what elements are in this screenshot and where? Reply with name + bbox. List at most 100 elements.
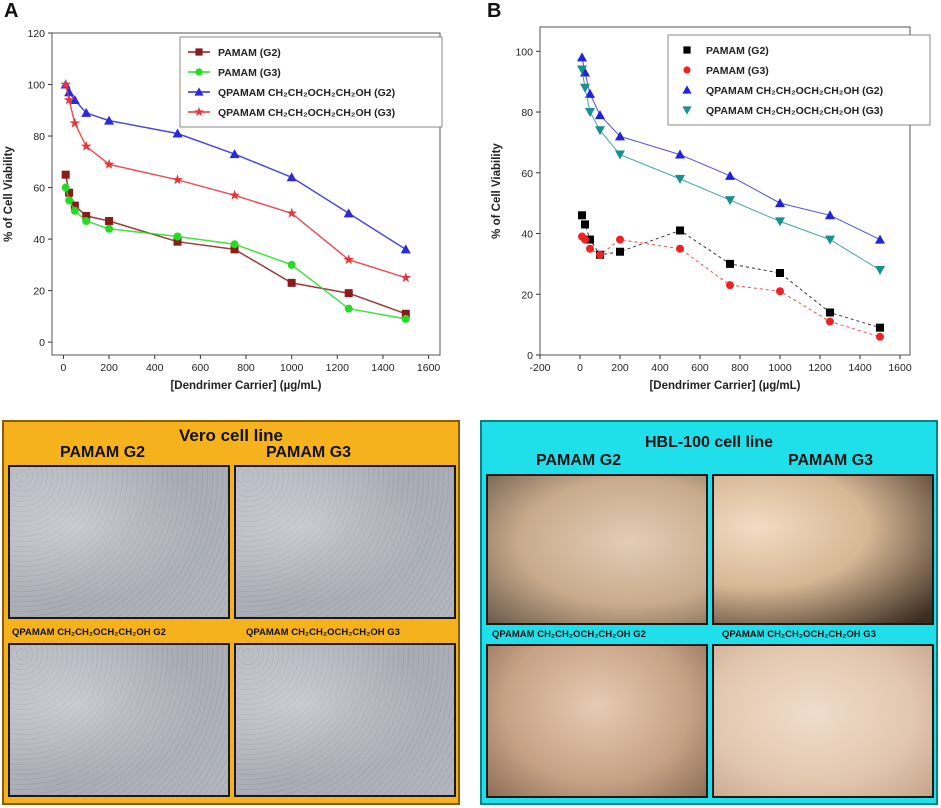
chart-b-ytick-label-1: 20 <box>521 289 533 301</box>
chart-b-series-3-point-2 <box>585 108 595 118</box>
vero-label-qpamam-g3: QPAMAM CH₂CH₂OCH₂CH₂OH G3 <box>246 627 400 638</box>
chart-b-xtick-label-4: 600 <box>691 362 709 374</box>
chart-b-series-1-point-9 <box>876 332 884 341</box>
chart-a-series-0-point-4 <box>105 217 114 226</box>
chart-b-series-2-point-6 <box>725 170 735 180</box>
chart-b-xtick-label-5: 800 <box>731 362 749 374</box>
vero-micrograph-qpamam-g3 <box>234 643 456 797</box>
chart-a-series-1-point-2 <box>70 206 79 215</box>
chart-b-series-0 <box>578 211 884 332</box>
chart-b-series-3-point-4 <box>615 150 625 160</box>
chart-b-xtick-label-3: 400 <box>651 362 669 374</box>
chart-a-series-3-point-9 <box>400 272 411 283</box>
chart-a-xtick-label-2: 400 <box>146 362 164 374</box>
chart-b-series-0-point-7 <box>776 269 784 277</box>
vero-micrograph-qpamam-g2 <box>8 643 230 797</box>
chart-b-series-0-point-2 <box>586 235 594 244</box>
chart-b-legend-box <box>667 34 931 126</box>
chart-b-series-3 <box>577 65 885 275</box>
chart-a-ytick-label-0: 0 <box>39 337 45 349</box>
chart-b-series-1-point-8 <box>826 317 834 326</box>
vero-label-qpamam-g2: QPAMAM CH₂CH₂OCH₂CH₂OH G2 <box>12 627 166 638</box>
chart-a-series-3 <box>60 79 411 283</box>
chart-b-series-2-point-7 <box>775 198 785 208</box>
chart-a-series-3-point-5 <box>172 174 183 185</box>
chart-b-legend-label-3: QPAMAM CH₂CH₂OCH₂CH₂OH (G3) <box>706 105 883 117</box>
chart-a-series-2-point-5 <box>172 128 183 138</box>
chart-b-series-1-point-7 <box>776 287 784 296</box>
chart-a-xtick-label-4: 800 <box>237 362 255 374</box>
hbl-micrograph-qpamam-g3 <box>712 644 934 798</box>
chart-b-series-1 <box>578 232 884 341</box>
chart-a-series-2-point-1 <box>64 87 75 97</box>
chart-b-ytick-label-5: 100 <box>515 46 533 58</box>
chart-a-xtick-label-7: 1400 <box>371 362 395 374</box>
chart-a-ytick-label-5: 100 <box>27 80 45 92</box>
hbl-label-qpamam-g2: QPAMAM CH₂CH₂OCH₂CH₂OH G2 <box>492 629 646 640</box>
chart-a-legend-marker-0 <box>195 48 203 56</box>
chart-a-series-1-point-4 <box>105 224 114 233</box>
chart-b: -200 0 200 400 600 800 1000 1200 1400 16000204060… <box>491 26 931 392</box>
panel-b-letter: B <box>487 0 502 22</box>
chart-a-legend-marker-2 <box>194 87 204 96</box>
panel-a-letter: A <box>4 0 19 22</box>
chart-b-ytick-label-0: 0 <box>527 350 533 362</box>
chart-a-legend: PAMAM (G2) PAMAM (G3) QPAMAM CH₂CH₂OCH₂CH₂… <box>179 36 443 128</box>
chart-a-series-2-point-3 <box>81 107 92 117</box>
chart-a-legend-label-2: QPAMAM CH₂CH₂OCH₂CH₂OH (G2) <box>218 87 395 99</box>
chart-a-series-3-point-1 <box>63 94 75 105</box>
chart-a-series-3-point-7 <box>286 207 297 218</box>
chart-b-xtick-label-8: 1400 <box>848 362 872 374</box>
chart-a-ytick-label-3: 60 <box>33 183 45 195</box>
chart-b-series-2-point-9 <box>875 234 885 244</box>
chart-a-xtick-label-6: 1200 <box>326 362 350 374</box>
chart-b-legend-marker-1 <box>683 66 691 74</box>
chart-b-xtick-label-1: 0 <box>577 362 583 374</box>
chart-b-series-1-point-5 <box>676 244 684 253</box>
chart-b-series-1-point-6 <box>726 281 734 290</box>
chart-a-series-2-point-8 <box>343 208 354 218</box>
chart-b-ylabel: % of Cell Viability <box>491 143 503 239</box>
chart-b-ytick-label-2: 40 <box>521 229 533 241</box>
hbl-col-left: PAMAM G2 <box>536 452 622 469</box>
chart-b-legend-label-1: PAMAM (G3) <box>706 65 769 77</box>
chart-a-legend-marker-3 <box>194 106 204 117</box>
chart-b-series-0-line <box>581 215 881 329</box>
chart-b-series-3-point-0 <box>577 65 587 75</box>
chart-a-series-3-point-2 <box>69 117 81 128</box>
hbl-title: HBL-100 cell line <box>644 434 774 451</box>
chart-a-series-0-point-6 <box>230 245 239 254</box>
chart-b-legend: PAMAM (G2) PAMAM (G3) QPAMAM CH₂CH₂OCH₂CH₂… <box>667 34 931 126</box>
chart-a-series-0-point-8 <box>344 289 353 298</box>
chart-b-series-0-point-0 <box>578 211 586 220</box>
chart-a-series-2-point-7 <box>286 172 297 182</box>
chart-a-series-1-point-8 <box>344 304 353 313</box>
chart-b-xtick-label-9: 1600 <box>888 362 912 374</box>
chart-a-legend-label-3: QPAMAM CH₂CH₂OCH₂CH₂OH (G3) <box>218 107 395 119</box>
chart-b-series-3-point-1 <box>580 83 590 93</box>
chart-b-xtick-label-6: 1000 <box>768 362 792 374</box>
chart-a-series-1-line <box>64 187 406 320</box>
chart-a-series-1-point-5 <box>173 232 182 241</box>
chart-a-xtick-label-5: 1000 <box>280 362 304 374</box>
chart-a-series-1-point-1 <box>65 196 74 205</box>
chart-a: 0 200 400 600 800 1000 1200 1400 1600 0 20 40 60 80 10… <box>3 28 443 392</box>
chart-a-series-2-point-9 <box>400 244 411 254</box>
chart-b-series-2-line <box>581 57 881 241</box>
vero-col-right: PAMAM G3 <box>266 444 352 461</box>
chart-a-series-1-point-0 <box>61 183 70 192</box>
hbl-label-qpamam-g3: QPAMAM CH₂CH₂OCH₂CH₂OH G3 <box>722 629 876 640</box>
chart-a-series-1-point-9 <box>401 314 410 323</box>
chart-b-series-1-point-1 <box>581 235 589 244</box>
chart-b-series-3-point-6 <box>725 196 735 206</box>
chart-b-series-2-point-0 <box>577 52 587 62</box>
chart-b-xtick-label-2: 200 <box>611 362 629 374</box>
chart-b-ytick-label-4: 80 <box>521 107 533 119</box>
chart-b-legend-label-2: QPAMAM CH₂CH₂OCH₂CH₂OH (G2) <box>706 85 883 97</box>
chart-a-ytick-label-6: 120 <box>27 28 45 40</box>
vero-col-left: PAMAM G2 <box>60 444 146 461</box>
chart-a-series-2-point-4 <box>104 115 115 125</box>
chart-a-series-3-point-6 <box>229 189 240 200</box>
chart-a-series-0-point-9 <box>401 309 410 318</box>
chart-a-ytick-label-2: 40 <box>33 234 45 246</box>
